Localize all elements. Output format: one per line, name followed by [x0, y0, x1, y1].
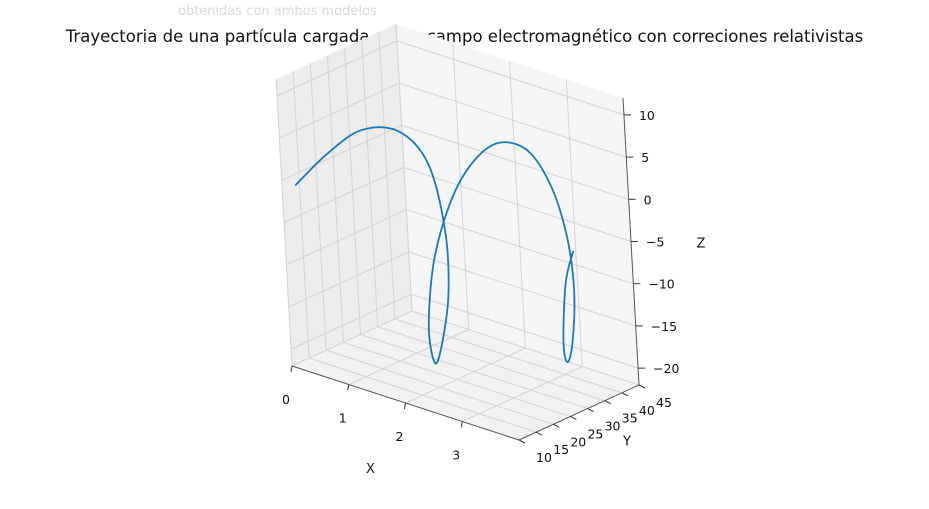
z-tick-label: −5	[646, 235, 664, 250]
y-tick-mark	[604, 400, 611, 405]
y-tick-label: 40	[639, 403, 655, 418]
y-tick-mark	[518, 439, 526, 444]
axis-edges	[290, 97, 646, 444]
x-tick-mark	[290, 365, 293, 373]
gridline-floor-x	[348, 329, 469, 385]
gridline-left-z	[281, 124, 402, 181]
gridline-back-z	[396, 40, 625, 116]
gridline-floor-x	[462, 366, 583, 422]
gridline-left-z	[276, 40, 398, 97]
z-tick-label: −15	[651, 319, 677, 334]
gridline-back-z	[399, 82, 627, 158]
z-tick-label: 5	[641, 150, 649, 165]
y-tick-mark	[587, 408, 594, 413]
x-tick-mark	[347, 384, 350, 391]
gridline-back-z	[410, 293, 639, 369]
gridline-floor-x	[405, 347, 526, 404]
y-tick-mark	[638, 384, 646, 389]
header-fragment: obtenidas con ambos modelos	[178, 4, 377, 19]
z-axis-label: Z	[697, 237, 706, 252]
y-tick-label: 35	[622, 411, 638, 426]
x-tick-label: 1	[339, 411, 347, 426]
gridline-floor-y	[343, 341, 571, 417]
axes-panes	[276, 24, 639, 440]
z-tick-label: 0	[644, 192, 652, 207]
grid-lines	[275, 23, 640, 441]
y-tick-mark	[553, 423, 560, 428]
gridline-floor-y	[394, 318, 623, 394]
gridline-left-z	[279, 82, 400, 139]
y-tick-mark	[535, 431, 543, 436]
gridline-back-z	[403, 167, 632, 242]
gridline-floor-y	[360, 334, 588, 410]
y-tick-mark	[570, 415, 577, 420]
z-tick-label: −20	[653, 361, 679, 376]
gridline-left-z	[286, 209, 407, 266]
gridline-floor-x	[291, 310, 413, 367]
y-tick-label: 20	[570, 434, 586, 449]
gridline-left-z	[283, 167, 405, 223]
x-tick-label: 0	[282, 392, 290, 407]
y-tick-label: 25	[587, 426, 603, 441]
z-tick-label: 10	[639, 108, 655, 123]
gridline-floor-y	[377, 326, 605, 402]
gridline-floor-y	[308, 357, 537, 433]
gridline-left-z	[290, 293, 412, 350]
z-tick-label: −10	[648, 277, 674, 292]
gridline-floor-y	[411, 310, 640, 386]
y-tick-mark	[621, 392, 629, 397]
x-tick-label: 2	[396, 429, 404, 444]
y-tick-label: 30	[605, 419, 621, 434]
y-tick-label: 15	[553, 442, 569, 457]
y-axis-label: Y	[622, 435, 631, 450]
trajectory-line	[294, 126, 576, 365]
gridline-back-z	[401, 124, 629, 200]
chart-title: Trayectoria de una partícula cargada en …	[65, 27, 864, 46]
gridline-back-z	[408, 251, 636, 327]
gridline-left-z	[288, 251, 409, 308]
x-tick-mark	[404, 402, 406, 410]
y-axis-line	[518, 384, 640, 441]
x-tick-mark	[460, 421, 463, 428]
gridline-floor-y	[326, 349, 554, 425]
y-tick-label: 10	[536, 450, 552, 465]
x-tick-label: 3	[452, 448, 460, 463]
x-axis-label: X	[366, 462, 375, 477]
axis-labels: X Y Z	[366, 237, 706, 478]
y-tick-label: 45	[656, 395, 672, 410]
series-lines	[294, 126, 576, 365]
